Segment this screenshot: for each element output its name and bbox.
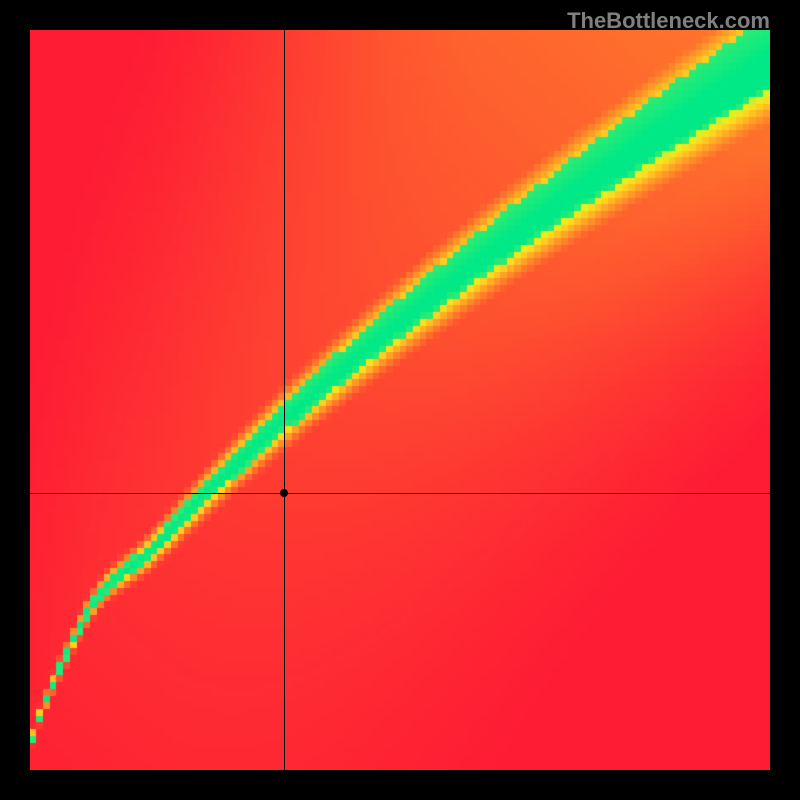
marker-dot (280, 489, 288, 497)
crosshair-vertical (284, 30, 285, 770)
watermark-text: TheBottleneck.com (567, 8, 770, 34)
crosshair-horizontal (30, 493, 770, 494)
heatmap-canvas (30, 30, 770, 770)
heatmap-plot (30, 30, 770, 770)
